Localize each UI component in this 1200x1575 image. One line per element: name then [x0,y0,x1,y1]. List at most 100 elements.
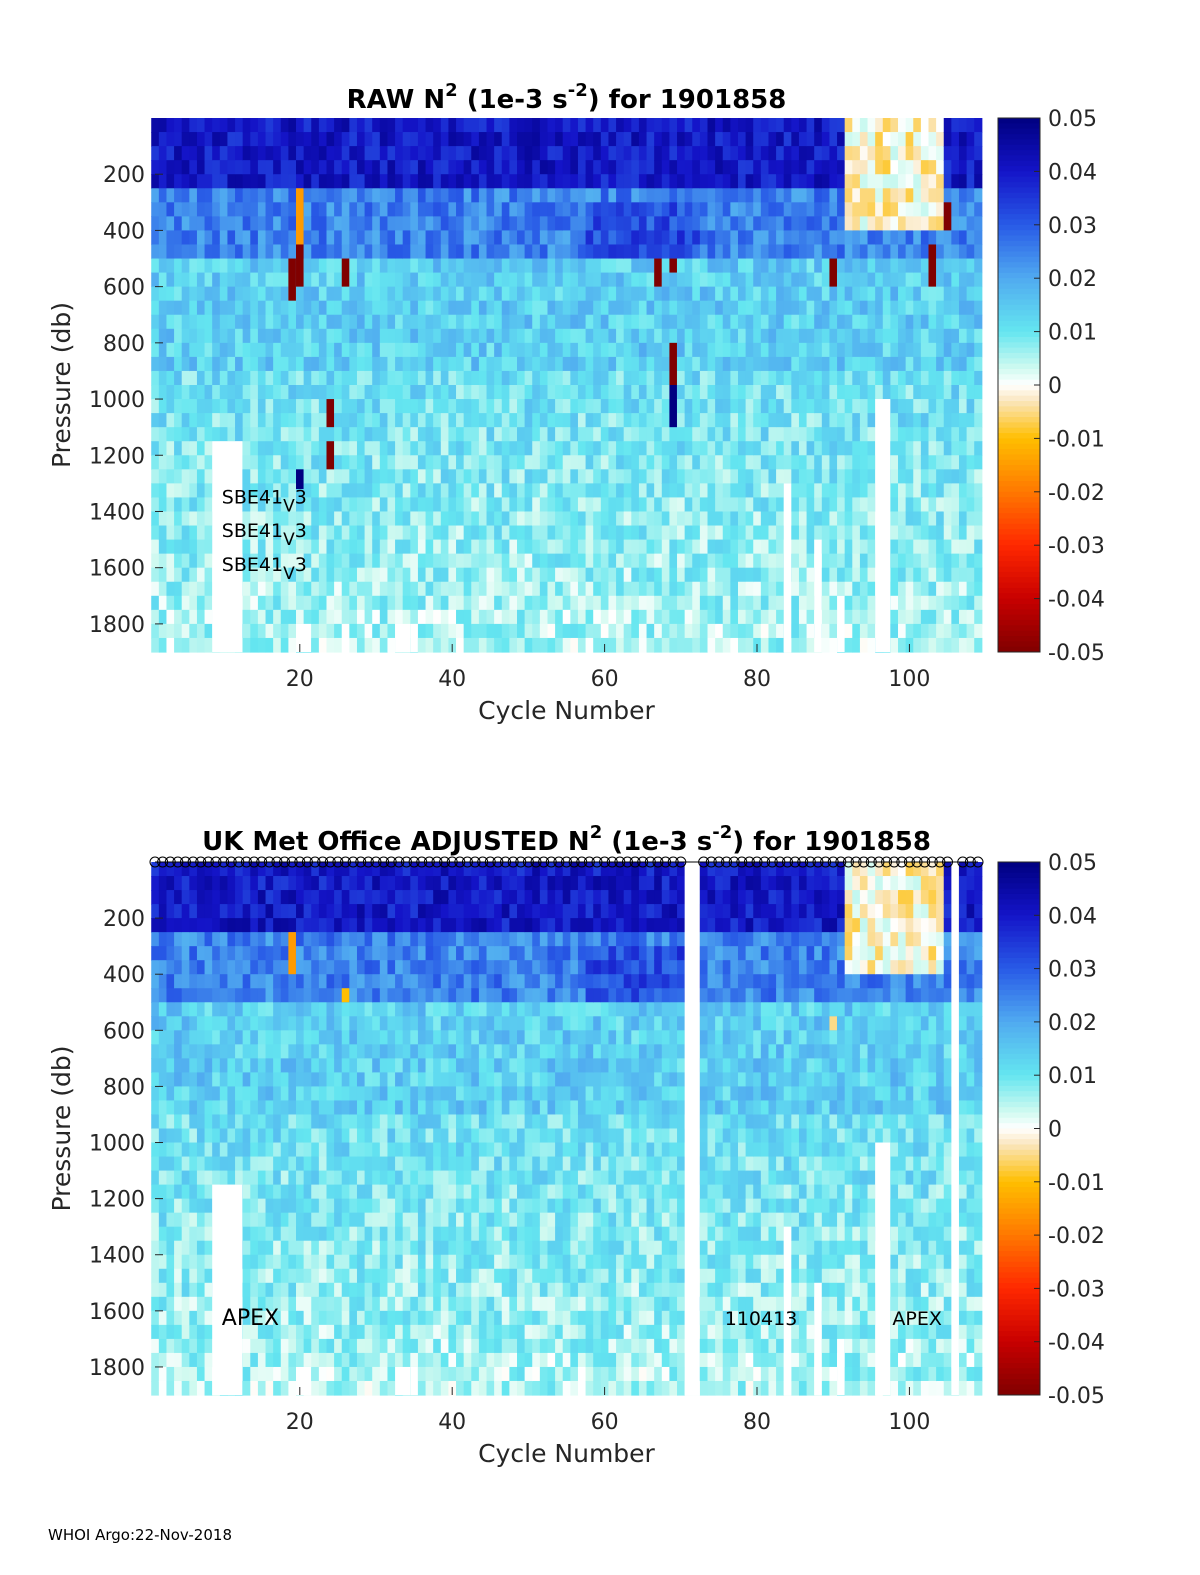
heatmap-cell [692,202,701,217]
heatmap-cell [235,188,244,203]
heatmap-cell [280,595,289,611]
heatmap-cell [303,258,312,274]
heatmap-cell [920,455,930,470]
heatmap-cell [250,595,259,611]
heatmap-cell [456,525,465,541]
heatmap-cell [859,609,869,625]
heatmap-cell [181,525,190,541]
heatmap-cell [364,455,373,470]
heatmap-cell [844,455,853,470]
heatmap-cell [562,146,571,161]
heatmap-cell [174,244,183,260]
heatmap-cell [524,216,533,232]
heatmap-cell [905,160,914,175]
heatmap-cell [227,399,236,414]
heatmap-cell [958,370,968,386]
heatmap-cell [433,118,442,133]
heatmap-cell [524,595,533,611]
heatmap-cell [212,160,221,175]
heatmap-cell [227,918,236,933]
heatmap-cell [532,230,541,246]
y-axis-label: Pressure (db) [47,302,76,468]
heatmap-cell [189,1324,198,1340]
heatmap-cell [250,1226,259,1242]
heatmap-cell [608,609,617,625]
heatmap-cell [242,441,251,456]
heatmap-cell [379,637,388,653]
heatmap-cell [379,511,388,527]
heatmap-cell [509,539,518,555]
heatmap-cell [242,230,251,246]
heatmap-cell [616,328,625,344]
heatmap-cell [280,988,289,1003]
heatmap-cell [151,1268,160,1284]
heatmap-cell [958,342,968,358]
heatmap-cell [600,216,609,232]
heatmap-cell [204,342,213,358]
heatmap-cell [806,356,815,372]
heatmap-cell [448,300,457,316]
missing-data-cell [395,623,411,652]
heatmap-cell [501,342,510,358]
heatmap-cell [227,1016,236,1031]
heatmap-cell [181,1030,190,1045]
heatmap-cell [517,581,526,597]
colorbar-swatch [998,118,1040,124]
heatmap-cell [280,539,289,555]
heatmap-cell [905,272,914,288]
heatmap-cell [288,385,297,400]
heatmap-cell [745,623,754,639]
heatmap-cell [783,202,792,217]
heatmap-cell [478,244,488,260]
heatmap-cell [913,497,922,513]
heatmap-cell [242,960,251,975]
heatmap-cell [745,399,754,414]
heatmap-cell [806,413,815,428]
heatmap-cell [692,370,701,386]
heatmap-cell [204,1282,213,1298]
heatmap-cell [433,427,442,442]
heatmap-cell [600,539,609,555]
heatmap-cell [189,314,198,330]
heatmap-cell [174,469,183,484]
heatmap-cell [745,595,754,611]
heatmap-cell [273,188,282,203]
heatmap-cell [783,399,792,414]
heatmap-cell [600,483,609,499]
heatmap-cell [539,553,549,569]
heatmap-cell [189,974,198,989]
heatmap-cell [623,413,632,428]
heatmap-cell [585,511,594,527]
heatmap-cell [905,174,914,189]
heatmap-cell [943,356,952,372]
heatmap-cell [326,174,335,189]
heatmap-cell [608,567,617,583]
heatmap-cell [837,132,846,147]
missing-data-cell [783,483,792,652]
heatmap-cell [555,609,564,625]
heatmap-cell [379,160,388,175]
heatmap-cell [395,581,404,597]
heatmap-cell [623,567,632,583]
heatmap-cell [417,497,427,513]
heatmap-cell [692,328,701,344]
heatmap-cell [715,427,724,442]
heatmap-cell [585,623,594,639]
heatmap-cell [189,932,198,947]
heatmap-cell [288,567,297,583]
heatmap-cell [730,497,739,513]
heatmap-cell [585,300,594,316]
heatmap-cell [791,244,800,260]
heatmap-cell [539,455,549,470]
heatmap-cell [372,623,381,639]
heatmap-cell [821,174,830,189]
heatmap-cell [204,413,213,428]
heatmap-cell [867,483,876,499]
heatmap-cell [440,483,449,499]
heatmap-cell [768,525,777,541]
heatmap-cell [646,413,655,428]
heatmap-cell [837,455,846,470]
heatmap-cell [227,370,236,386]
heatmap-cell [303,230,312,246]
heatmap-cell [646,525,655,541]
